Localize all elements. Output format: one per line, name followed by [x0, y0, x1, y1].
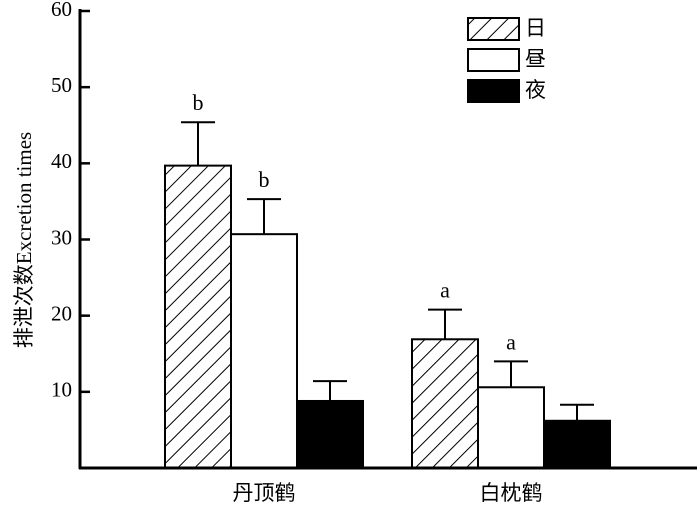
legend-swatch [467, 79, 520, 103]
bar [477, 386, 545, 469]
significance-label: a [506, 329, 516, 354]
legend-swatch [467, 48, 520, 72]
y-axis-label: 排泄次数Excretion times [12, 132, 36, 348]
bar [411, 338, 479, 469]
category-label: 丹顶鹤 [233, 481, 296, 505]
significance-label: b [259, 167, 270, 192]
legend-swatch [467, 17, 520, 41]
legend-label: 昼 [525, 47, 546, 71]
bar [230, 233, 298, 469]
bar [296, 399, 364, 469]
significance-label: a [440, 278, 450, 303]
bar [164, 164, 232, 469]
y-tick-label: 20 [51, 301, 72, 325]
y-tick-label: 30 [51, 225, 72, 249]
bar [543, 419, 611, 470]
plot-area: b a b a 10 20 30 40 50 60 丹顶鹤 白枕鹤 [51, 0, 697, 505]
legend: 日昼夜 [467, 16, 546, 103]
y-tick-label: 10 [51, 378, 72, 402]
y-tick-label: 50 [51, 73, 72, 97]
category-label: 白枕鹤 [480, 481, 543, 505]
legend-label: 夜 [525, 78, 546, 102]
legend-label: 日 [525, 16, 546, 40]
significance-label: b [193, 90, 204, 115]
y-tick-label: 40 [51, 149, 72, 173]
y-tick-label: 60 [51, 0, 72, 21]
